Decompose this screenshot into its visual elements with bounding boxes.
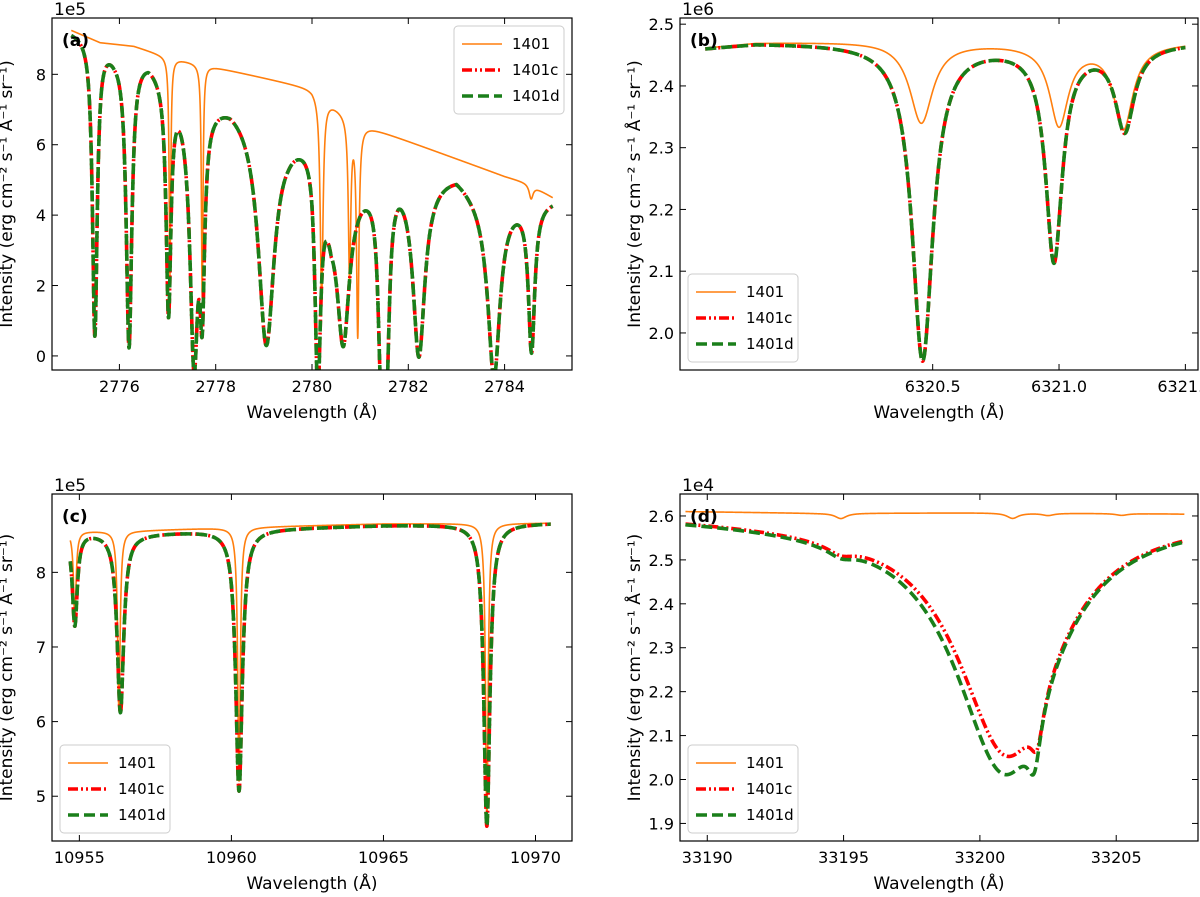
- x-tick-label: 33190: [682, 848, 733, 867]
- panel-c: 10955 10960 10965 10970 5 6 7 8 1e5 (c) Wavelength…: [0, 476, 573, 894]
- x-tick-label: 10965: [358, 848, 409, 867]
- x-axis-label: Wavelength (Å): [246, 872, 377, 894]
- x-tick-label: 2776: [99, 377, 140, 396]
- plot-frame: [679, 493, 1199, 842]
- y-tick-label: 2.2: [649, 200, 674, 219]
- legend-frame: [59, 744, 171, 834]
- y-tick-label: 2.0: [649, 324, 674, 343]
- y-tick-label: 2.1: [649, 262, 674, 281]
- y-axis-label: Intensity (erg cm⁻² s⁻¹ Å⁻¹ sr⁻¹): [623, 60, 645, 328]
- x-tick-label: 2778: [195, 377, 236, 396]
- y-tick-label: 2.1: [649, 727, 674, 746]
- panel-label: (b): [690, 31, 718, 51]
- series-line-1401d: [683, 523, 1186, 777]
- y-tick-label: 4: [36, 206, 46, 225]
- y-tick-label: 2.4: [649, 77, 674, 96]
- series-line-1401: [70, 29, 554, 340]
- x-tick-label: 33195: [818, 848, 869, 867]
- exponent-label: 1e5: [54, 476, 86, 496]
- panel-label: (a): [62, 31, 89, 51]
- legend-label-1401c: 1401c: [746, 309, 792, 327]
- legend-label-1401: 1401: [512, 35, 550, 53]
- plot-frame: [51, 493, 573, 842]
- y-tick-label: 2.5: [649, 551, 674, 570]
- legend-frame: [687, 273, 799, 363]
- legend-frame: [687, 744, 799, 834]
- y-tick-label: 2.0: [649, 771, 674, 790]
- legend: 1401 1401c 1401d: [59, 744, 171, 834]
- series-line-1401d: [68, 522, 553, 829]
- series-line-1401d: [69, 33, 555, 370]
- exponent-label: 1e5: [54, 0, 86, 20]
- plot-frame: [679, 17, 1199, 371]
- x-axis-label: Wavelength (Å): [246, 401, 377, 423]
- x-tick-label: 6321.5: [1157, 377, 1200, 396]
- y-tick-label: 2.3: [649, 639, 674, 658]
- x-tick-label: 6321.0: [1031, 377, 1087, 396]
- legend-frame: [453, 25, 565, 115]
- panel-label: (d): [690, 507, 718, 527]
- x-tick-label: 2782: [388, 377, 429, 396]
- y-tick-label: 2.4: [649, 595, 674, 614]
- panel-label: (c): [62, 507, 88, 527]
- y-axis-label: Intensity (erg cm⁻² s⁻¹ Å⁻¹ sr⁻¹): [0, 60, 17, 328]
- legend-label-1401c: 1401c: [746, 780, 792, 798]
- x-tick-label: 10960: [206, 848, 257, 867]
- legend: 1401 1401c 1401d: [453, 25, 565, 115]
- legend-label-1401d: 1401d: [118, 806, 166, 824]
- legend-label-1401c: 1401c: [118, 780, 164, 798]
- series-line-1401c: [683, 522, 1186, 759]
- y-tick-label: 2.5: [649, 15, 674, 34]
- y-tick-label: 8: [36, 563, 46, 582]
- x-tick-label: 10955: [54, 848, 105, 867]
- y-tick-label: 6: [36, 713, 46, 732]
- y-tick-label: 2.3: [649, 139, 674, 158]
- legend-label-1401d: 1401d: [746, 335, 794, 353]
- y-axis-label: Intensity (erg cm⁻² s⁻¹ Å⁻¹ sr⁻¹): [623, 534, 645, 802]
- y-tick-label: 2.2: [649, 683, 674, 702]
- x-tick-label: 6320.5: [905, 377, 961, 396]
- y-tick-label: 6: [36, 136, 46, 155]
- series-line-1401: [684, 510, 1185, 520]
- y-tick-label: 8: [36, 65, 46, 84]
- legend-label-1401c: 1401c: [512, 61, 558, 79]
- x-tick-label: 33200: [954, 848, 1005, 867]
- series-line-1401: [69, 522, 552, 823]
- x-tick-label: 33205: [1091, 848, 1142, 867]
- legend-label-1401: 1401: [746, 754, 784, 772]
- x-axis-label: Wavelength (Å): [873, 401, 1004, 423]
- panel-d: 33190331953320033205332101.92.02.12.22.3…: [623, 476, 1199, 894]
- x-tick-label: 10970: [510, 848, 561, 867]
- legend: 1401 1401c 1401d: [687, 273, 799, 363]
- y-axis-label: Intensity (erg cm⁻² s⁻¹ Å⁻¹ sr⁻¹): [0, 534, 17, 802]
- x-tick-label: 2784: [484, 377, 525, 396]
- panel-a: 2776 2778 2780 2782 2784 0 2 4 6 8 1e5 (a) Wavelengt…: [0, 0, 573, 423]
- exponent-label: 1e4: [682, 476, 714, 496]
- legend-label-1401: 1401: [746, 283, 784, 301]
- legend-label-1401: 1401: [118, 754, 156, 772]
- legend-label-1401d: 1401d: [512, 87, 560, 105]
- legend-label-1401d: 1401d: [746, 806, 794, 824]
- y-tick-label: 0: [36, 347, 46, 366]
- series-line-1401d: [703, 43, 1188, 363]
- exponent-label: 1e6: [682, 0, 714, 20]
- y-tick-label: 2.6: [649, 507, 674, 526]
- y-tick-label: 5: [36, 787, 46, 806]
- legend: 1401 1401c 1401d: [687, 744, 799, 834]
- y-tick-label: 1.9: [649, 814, 674, 833]
- panel-b: 6320.5 6321.0 6321.5 2.0 2.1 2.2 2.3 2.4 2.5 1e6 (…: [623, 0, 1200, 423]
- x-axis-label: Wavelength (Å): [873, 872, 1004, 894]
- y-tick-label: 7: [36, 638, 46, 657]
- x-tick-label: 2780: [292, 377, 333, 396]
- y-tick-label: 2: [36, 277, 46, 296]
